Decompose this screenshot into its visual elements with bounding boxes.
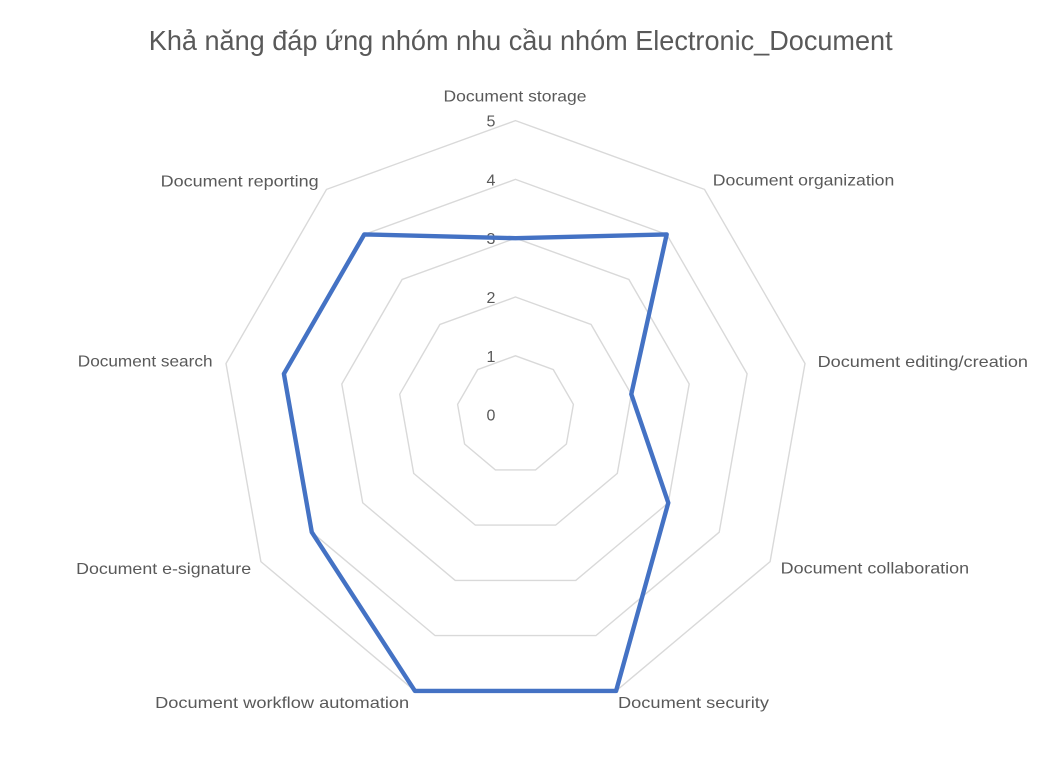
svg-text:Document search: Document search [78,354,213,371]
svg-text:Document collaboration: Document collaboration [781,560,969,577]
svg-text:Khả năng đáp ứng nhóm nhu cầu: Khả năng đáp ứng nhóm nhu cầu nhóm Elect… [149,25,893,56]
svg-text:4: 4 [487,172,496,189]
svg-text:2: 2 [487,290,496,307]
svg-text:Document reporting: Document reporting [161,174,319,191]
svg-text:Document security: Document security [618,695,769,712]
svg-text:Document organization: Document organization [713,172,895,189]
svg-text:Document storage: Document storage [444,88,587,105]
svg-text:5: 5 [487,114,496,131]
svg-text:Document editing/creation: Document editing/creation [818,354,1028,371]
svg-text:1: 1 [487,349,496,366]
svg-text:0: 0 [487,408,496,425]
svg-text:Document e-signature: Document e-signature [76,561,251,578]
svg-text:Document workflow automation: Document workflow automation [155,695,409,712]
